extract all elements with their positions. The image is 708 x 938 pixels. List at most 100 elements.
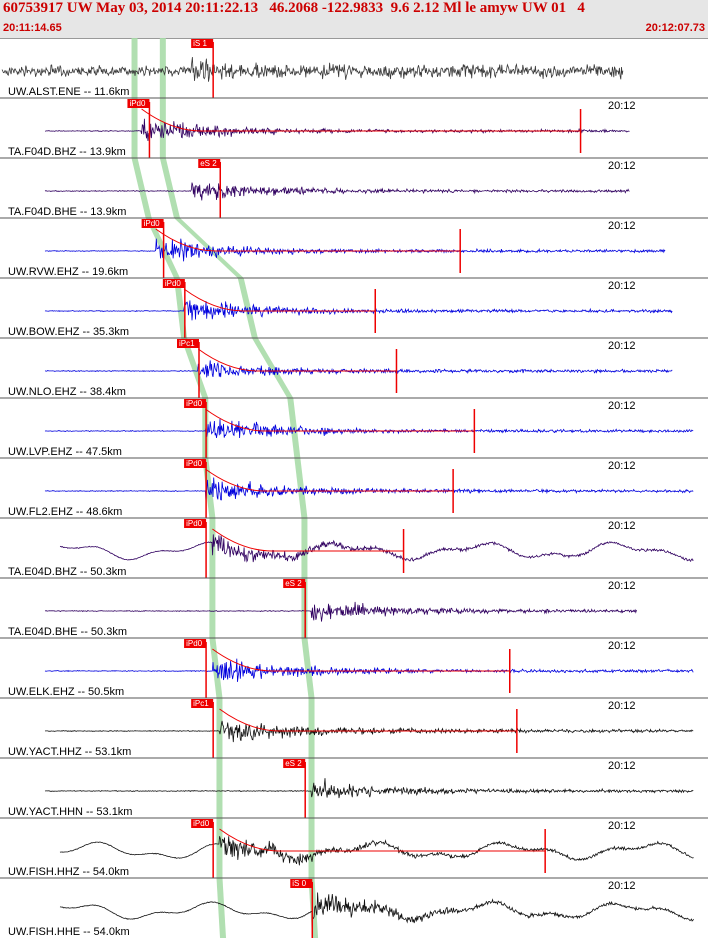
- channel-label: UW.FL2.EHZ -- 48.6km: [8, 506, 122, 518]
- phase-bands: [131, 38, 319, 938]
- waveform: [59, 534, 694, 563]
- s-phase-band: [301, 638, 315, 698]
- pick-flag[interactable]: [290, 879, 313, 888]
- coda-line: [197, 348, 397, 372]
- pick-label: iPd0: [186, 459, 203, 468]
- pick-flag[interactable]: [162, 279, 185, 288]
- time-tick-label: 20:12: [608, 700, 636, 712]
- s-phase-band: [308, 758, 315, 818]
- s-phase-band: [308, 698, 315, 758]
- s-phase-band: [159, 38, 166, 98]
- s-phase-band: [301, 518, 308, 578]
- p-phase-band: [131, 98, 138, 158]
- trace-row: iPd0 20:12 UW.LVP.EHZ -- 47.5km: [0, 397, 708, 458]
- waveform: [59, 892, 694, 924]
- trace-row: iPc1 20:12 UW.YACT.HHZ -- 53.1km: [0, 697, 708, 758]
- pick-flag[interactable]: [184, 399, 207, 408]
- pick-label: iS 1: [193, 39, 207, 48]
- pick-flag[interactable]: [191, 39, 214, 48]
- s-phase-band: [308, 818, 315, 878]
- window-end-time: 20:12:07.73: [645, 22, 705, 34]
- trace-row: iS 1 UW.ALST.ENE -- 11.6km: [1, 39, 624, 98]
- trace-row: iPd0 20:12 UW.RVW.EHZ -- 19.6km: [0, 217, 708, 278]
- s-phase-band: [308, 878, 319, 938]
- trace-row: iPd0 20:12 TA.F04D.BHZ -- 13.9km: [0, 97, 708, 158]
- waveform: [44, 658, 694, 682]
- record-header: 60753917 UW May 03, 2014 20:11:22.13 46.…: [0, 0, 708, 39]
- window-start-time: 20:11:14.65: [3, 22, 62, 34]
- pick-flag[interactable]: [184, 459, 207, 468]
- p-phase-band: [209, 578, 216, 638]
- channel-label: UW.YACT.HHN -- 53.1km: [8, 806, 132, 818]
- pick-flag[interactable]: [191, 699, 214, 708]
- time-tick-label: 20:12: [608, 520, 636, 532]
- coda-line: [212, 528, 404, 552]
- time-tick-label: 20:12: [608, 100, 636, 112]
- trace-row: iS 0 20:12 UW.FISH.HHE -- 54.0km: [0, 877, 708, 938]
- pick-flag[interactable]: [191, 819, 214, 828]
- pick-label: iS 0: [292, 879, 306, 888]
- waveform: [1, 57, 624, 82]
- channel-label: UW.LVP.EHZ -- 47.5km: [8, 446, 122, 458]
- s-phase-band: [159, 98, 166, 158]
- time-tick-label: 20:12: [608, 820, 636, 832]
- trace-row: iPd0 20:12 TA.E04D.BHZ -- 50.3km: [0, 517, 708, 578]
- channel-label: TA.E04D.BHE -- 50.3km: [8, 626, 127, 638]
- pick-label: iPd0: [186, 639, 203, 648]
- time-tick-label: 20:12: [608, 340, 636, 352]
- pick-flag[interactable]: [177, 339, 199, 348]
- p-phase-band: [181, 338, 209, 398]
- pick-flag[interactable]: [198, 159, 221, 168]
- trace-row: eS 2 20:12 UW.YACT.HHN -- 53.1km: [0, 757, 708, 818]
- trace-row: iPd0 20:12 UW.FISH.HHZ -- 54.0km: [0, 817, 708, 878]
- pick-label: iPd0: [129, 99, 146, 108]
- channel-label: UW.ELK.EHZ -- 50.5km: [8, 686, 124, 698]
- waveform: [44, 477, 694, 503]
- trace-row: eS 2 20:12 TA.F04D.BHE -- 13.9km: [0, 157, 708, 218]
- p-phase-band: [131, 38, 138, 98]
- pick-flag[interactable]: [283, 579, 306, 588]
- waveform: [44, 418, 694, 439]
- pick-label: iPd0: [193, 819, 210, 828]
- pick-flag[interactable]: [127, 99, 150, 108]
- time-tick-label: 20:12: [608, 580, 636, 592]
- pick-flag[interactable]: [283, 759, 306, 768]
- pick-flag[interactable]: [141, 219, 164, 228]
- p-phase-band: [174, 278, 188, 338]
- coda-line: [141, 108, 581, 132]
- pick-label: eS 2: [200, 159, 217, 168]
- p-phase-band: [216, 818, 223, 878]
- waveform: [59, 836, 694, 866]
- pick-flag[interactable]: [184, 519, 207, 528]
- channel-label: UW.RVW.EHZ -- 19.6km: [8, 266, 128, 278]
- waveform: [44, 182, 630, 201]
- coda-line: [205, 408, 475, 432]
- pick-flag[interactable]: [184, 639, 207, 648]
- trace-row: iPd0 20:12 UW.BOW.EHZ -- 35.3km: [0, 277, 708, 338]
- pick-label: eS 2: [285, 579, 302, 588]
- coda-line: [219, 708, 517, 732]
- s-phase-band: [159, 158, 180, 218]
- time-tick-label: 20:12: [608, 640, 636, 652]
- p-phase-band: [209, 638, 223, 698]
- p-phase-band: [131, 158, 152, 218]
- channel-label: UW.NLO.EHZ -- 38.4km: [8, 386, 126, 398]
- coda-line: [155, 228, 461, 252]
- trace-row: iPd0 20:12 UW.FL2.EHZ -- 48.6km: [0, 457, 708, 518]
- coda-line: [183, 288, 376, 312]
- time-tick-label: 20:12: [608, 160, 636, 172]
- event-title: 60753917 UW May 03, 2014 20:11:22.13 46.…: [3, 0, 585, 16]
- waveform: [44, 238, 666, 262]
- trace-row: iPc1 20:12 UW.NLO.EHZ -- 38.4km: [0, 337, 708, 398]
- pick-label: iPd0: [144, 219, 161, 228]
- pick-label: iPd0: [165, 279, 182, 288]
- pick-label: iPc1: [193, 699, 209, 708]
- time-tick-label: 20:12: [608, 400, 636, 412]
- waveform: [44, 601, 637, 622]
- pick-label: iPd0: [186, 399, 203, 408]
- waveform: [44, 778, 694, 799]
- channel-label: UW.FISH.HHE -- 54.0km: [8, 926, 130, 938]
- trace-row: eS 2 20:12 TA.E04D.BHE -- 50.3km: [0, 577, 708, 638]
